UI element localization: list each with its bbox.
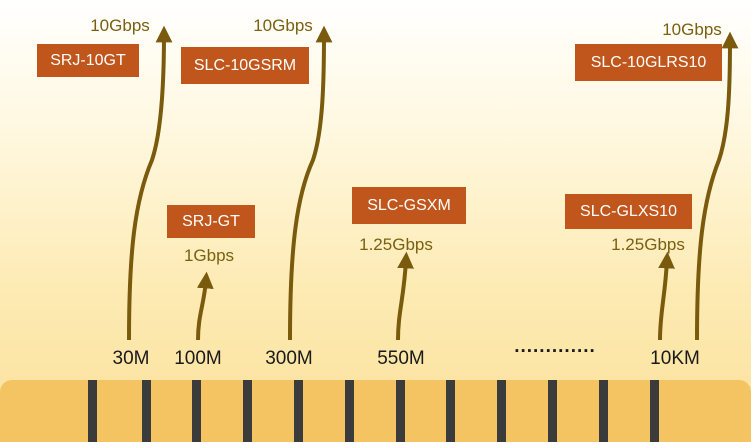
distance-label-300m: 300M: [265, 348, 313, 369]
model-box-slc-gsxm: SLC-GSXM: [352, 187, 466, 224]
speed-label-srj-10gt: 10Gbps: [90, 16, 150, 35]
speed-label-slc-10glrs10: 10Gbps: [662, 20, 722, 39]
distance-label-550m: 550M: [377, 348, 425, 369]
ruler-tick: [650, 380, 659, 442]
ruler-tick: [599, 380, 608, 442]
arrow-slc-gsxm: [396, 251, 414, 341]
distance-label-100m: 100M: [174, 348, 222, 369]
speed-label-slc-glxs10: 1.25Gbps: [611, 235, 685, 254]
model-box-slc-10glrs10: SLC-10GLRS10: [575, 44, 722, 81]
speed-label-srj-gt: 1Gbps: [183, 246, 235, 265]
model-box-srj-10gt: SRJ-10GT: [37, 44, 139, 77]
ruler-tick: [192, 380, 201, 442]
arrow-slc-10gsrm: [288, 25, 333, 341]
model-label: SLC-10GSRM: [193, 56, 297, 74]
distance-label-30m: 30M: [112, 348, 150, 369]
ruler-tick: [396, 380, 405, 442]
speed-label-slc-10gsrm: 10Gbps: [253, 16, 313, 35]
ruler-tick: [345, 380, 354, 442]
model-box-slc-10gsrm: SLC-10GSRM: [181, 47, 309, 84]
model-label: SRJ-GT: [182, 212, 240, 230]
model-box-srj-gt: SRJ-GT: [167, 205, 255, 238]
model-label: SLC-GSXM: [367, 196, 451, 214]
model-label: SLC-GLXS10: [580, 202, 677, 220]
distance-ruler: [0, 380, 751, 442]
ruler-tick: [446, 380, 455, 442]
ruler-tick: [88, 380, 97, 442]
arrow-slc-glxs10: [658, 251, 675, 341]
arrow-slc-10glrs10: [695, 31, 739, 341]
ruler-tick: [243, 380, 252, 442]
distance-ellipsis: .............: [514, 336, 596, 357]
speed-label-slc-gsxm: 1.25Gbps: [359, 235, 433, 254]
arrow-srj-10gt: [127, 25, 173, 341]
ruler-tick: [548, 380, 557, 442]
distance-label-10km: 10KM: [650, 348, 700, 369]
ruler-tick: [497, 380, 506, 442]
arrow-srj-gt: [196, 271, 214, 341]
model-label: SRJ-10GT: [50, 51, 126, 69]
model-box-slc-glxs10: SLC-GLXS10: [565, 194, 692, 229]
ruler-tick: [142, 380, 151, 442]
model-label: SLC-10GLRS10: [590, 53, 707, 71]
ruler-tick: [294, 380, 303, 442]
